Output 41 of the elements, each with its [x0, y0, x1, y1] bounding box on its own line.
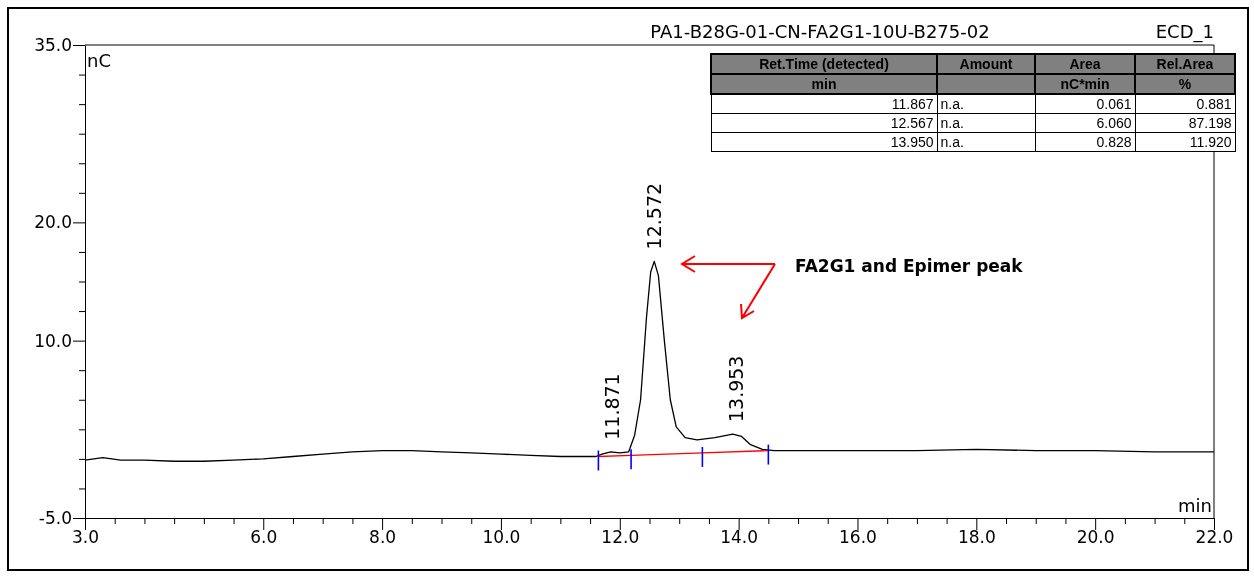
- annotation: FA2G1 and Epimer peak: [795, 256, 1024, 276]
- x-tick-label: 6.0: [250, 527, 278, 548]
- text: nC*min: [1060, 76, 1110, 92]
- text: 13.950: [890, 134, 934, 150]
- x-tick-label: 14.0: [720, 527, 759, 548]
- text: min: [811, 76, 837, 92]
- annotation: 13.953: [724, 355, 747, 423]
- text: n.a.: [940, 115, 964, 131]
- category-label: Ret.Time (detected): [711, 54, 937, 74]
- y-tick-label: 35.0: [34, 34, 72, 55]
- category-label: Area: [1035, 54, 1135, 74]
- x-tick-label: 8.0: [369, 527, 397, 548]
- x-tick-label: 12.0: [601, 527, 640, 548]
- chart-title: PA1-B28G-01-CN-FA2G1-10U-B275-02: [650, 21, 990, 42]
- x-tick-label: 10.0: [482, 527, 521, 548]
- text: 0.828: [1096, 134, 1132, 150]
- text: %: [1178, 76, 1192, 92]
- y-axis-title: nC: [87, 50, 111, 71]
- x-tick-label: 3.0: [71, 527, 100, 548]
- x-tick-label: 18.0: [957, 527, 996, 548]
- text: n.a.: [940, 96, 964, 112]
- text: 12.567: [890, 115, 934, 131]
- text: 0.881: [1196, 96, 1232, 112]
- annotation: 12.572: [642, 182, 665, 250]
- y-tick-label: 10.0: [34, 330, 72, 351]
- category-label: Amount: [937, 54, 1035, 74]
- x-tick-label: 20.0: [1076, 527, 1115, 548]
- y-tick-label: 20.0: [34, 212, 72, 233]
- x-tick-label: 16.0: [839, 527, 877, 548]
- text: 11.920: [1189, 134, 1232, 150]
- x-tick-label: 22.0: [1195, 527, 1234, 548]
- x-axis-title: min: [1178, 495, 1212, 516]
- y-tick-label: -5.0: [38, 507, 72, 528]
- annotation: 11.871: [601, 373, 624, 440]
- text: 11.867: [891, 96, 934, 112]
- text: n.a.: [940, 134, 964, 150]
- category-label: Rel.Area: [1135, 54, 1235, 74]
- text: 6.060: [1096, 115, 1132, 131]
- chart-subtitle: ECD_1: [1155, 21, 1214, 43]
- text: 87.198: [1188, 115, 1232, 131]
- text: 0.061: [1096, 96, 1132, 112]
